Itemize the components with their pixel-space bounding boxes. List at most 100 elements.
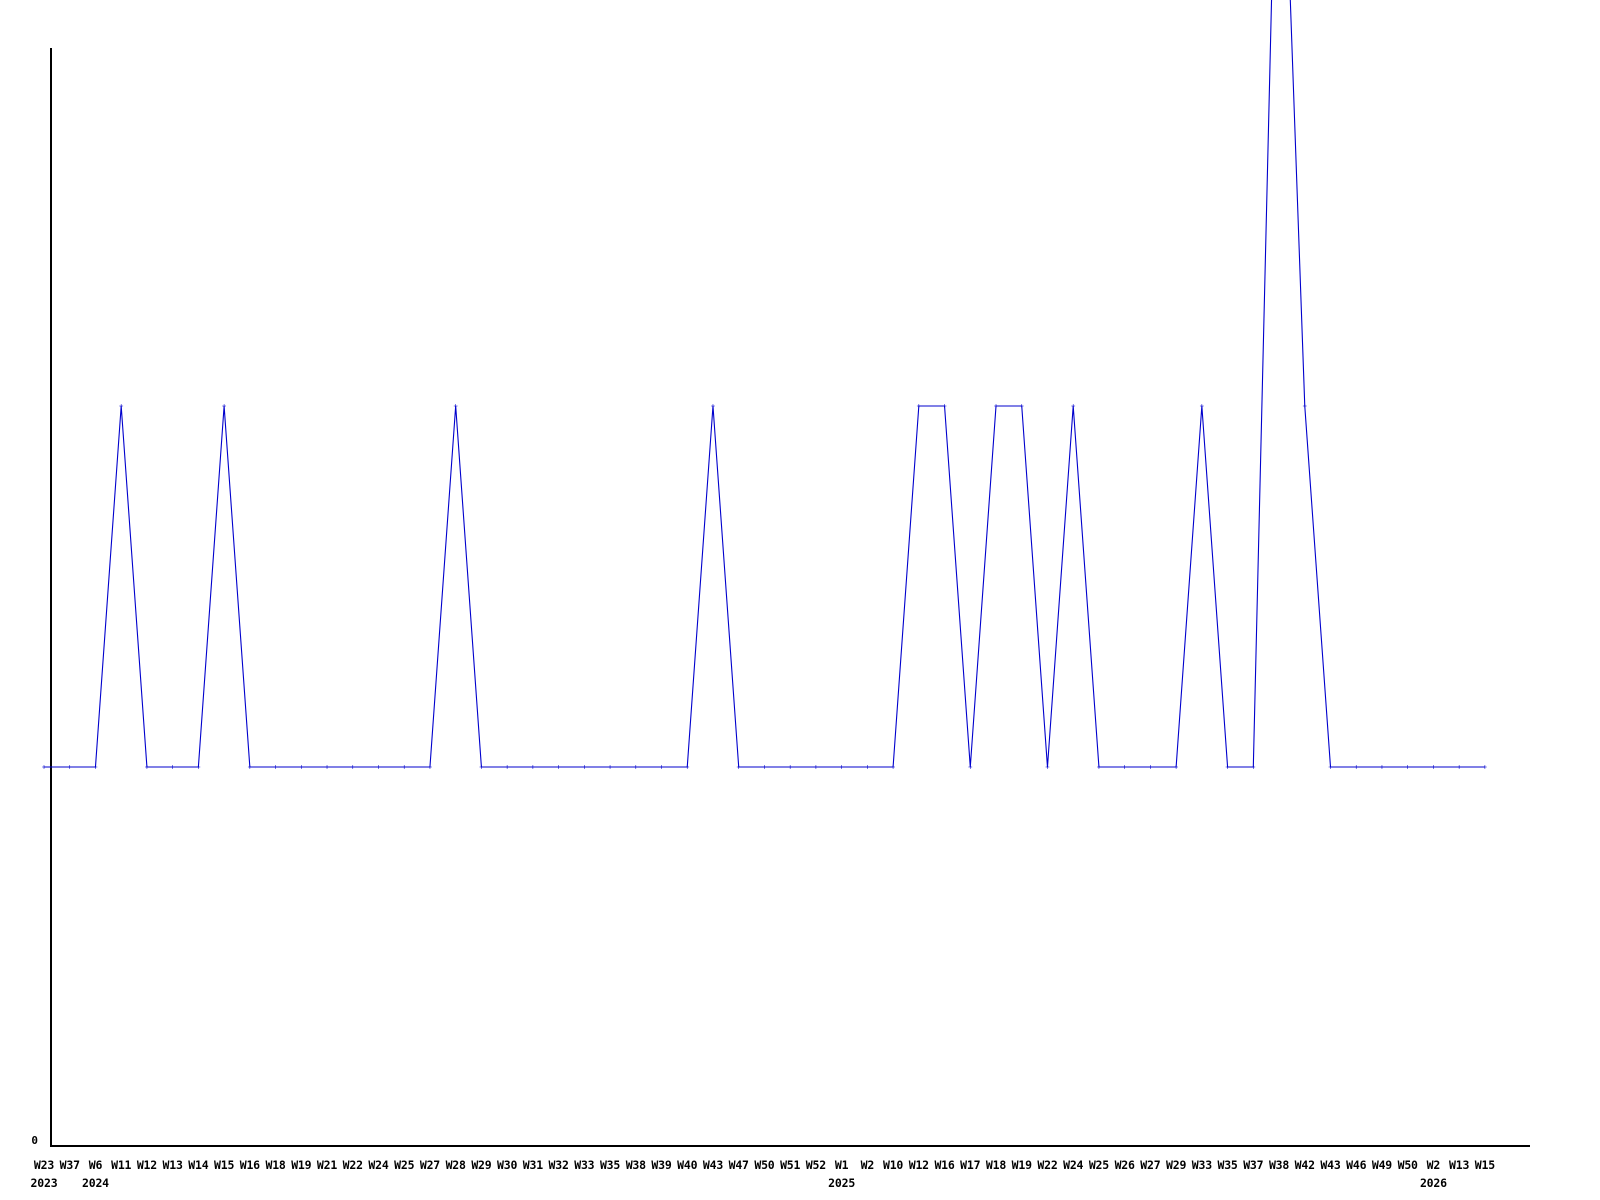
x-axis-tick-label: W46 [1346, 1158, 1367, 1172]
x-axis-tick-label: W32 [548, 1158, 569, 1172]
data-point-marker [479, 765, 484, 769]
x-axis-tick-label: W52 [805, 1158, 826, 1172]
data-point-marker [968, 765, 973, 769]
x-axis-tick-label: W1 [834, 1158, 849, 1172]
x-axis-tick-label: W27 [1140, 1158, 1161, 1172]
x-axis-tick-label: W21 [316, 1158, 338, 1172]
data-point-marker [1354, 765, 1359, 769]
data-point-marker [1328, 765, 1333, 769]
data-series-group [42, 0, 1487, 769]
x-axis-tick-label: W13 [1449, 1158, 1470, 1172]
data-point-marker [1431, 765, 1436, 769]
x-axis-tick-label: W22 [342, 1158, 363, 1172]
data-point-marker [350, 765, 355, 769]
x-axis-tick-label: W10 [882, 1158, 904, 1172]
data-point-marker [685, 765, 690, 769]
data-point-marker [1225, 765, 1230, 769]
data-point-marker [1019, 404, 1024, 408]
data-point-marker [247, 765, 252, 769]
data-point-marker [42, 765, 46, 769]
x-axis-year-label: 2024 [82, 1176, 109, 1190]
x-axis-tick-label: W12 [908, 1158, 929, 1172]
x-axis-tick-label: W2 [860, 1158, 875, 1172]
x-axis-tick-label: W29 [471, 1158, 492, 1172]
x-axis-tick-label: W18 [265, 1158, 286, 1172]
x-axis-tick-label: W38 [625, 1158, 646, 1172]
data-point-marker [788, 765, 793, 769]
x-axis-tick-label: W16 [239, 1158, 260, 1172]
data-point-marker [582, 765, 587, 769]
x-axis-tick-label: W37 [1243, 1158, 1264, 1172]
x-axis-tick-label: W28 [445, 1158, 466, 1172]
x-axis-tick-label: W43 [702, 1158, 724, 1172]
data-point-marker [659, 765, 664, 769]
data-point-marker [916, 404, 921, 408]
x-axis-tick-label: W11 [111, 1158, 132, 1172]
x-axis-tick-label: W16 [934, 1158, 955, 1172]
data-point-marker [1482, 765, 1487, 769]
data-point-marker [891, 765, 895, 769]
data-point-marker [556, 765, 561, 769]
x-axis-tick-label: W30 [497, 1158, 518, 1172]
data-point-marker [530, 765, 535, 769]
x-axis-tick-label: W25 [394, 1158, 415, 1172]
x-axis-tick-label: W47 [728, 1158, 749, 1172]
x-axis-year-label: 2026 [1419, 1176, 1447, 1190]
data-point-marker [1302, 404, 1307, 408]
data-point-marker [376, 765, 381, 769]
x-axis-year-label: 2023 [30, 1176, 58, 1190]
x-axis-year-label: 2025 [828, 1176, 856, 1190]
data-point-marker [1174, 765, 1179, 769]
y-axis-tick-label: 0 [31, 1134, 38, 1147]
data-point-marker [273, 765, 278, 769]
x-axis-tick-label: W33 [1191, 1158, 1212, 1172]
x-axis-tick-label: W19 [1011, 1158, 1032, 1172]
x-axis-tick-label: W23 [33, 1158, 55, 1172]
data-point-marker [711, 404, 715, 408]
x-axis-tick-label: W26 [1114, 1158, 1135, 1172]
data-point-marker [1380, 765, 1384, 769]
x-axis-tick-label: W43 [1320, 1158, 1341, 1172]
data-point-marker [633, 765, 638, 769]
x-axis-tick-label: W39 [651, 1158, 672, 1172]
x-axis-tick-label: W38 [1268, 1158, 1290, 1172]
x-axis-tick-label: W35 [1217, 1158, 1238, 1172]
x-axis-tick-label: W2 [1426, 1158, 1441, 1172]
data-point-marker [453, 404, 458, 408]
data-point-marker [814, 765, 818, 769]
x-axis-tick-label: W42 [1294, 1158, 1315, 1172]
x-axis-tick-label: W18 [985, 1158, 1007, 1172]
x-axis-tick-label: W19 [291, 1158, 312, 1172]
x-axis-tick-label: W29 [1166, 1158, 1187, 1172]
data-point-marker [93, 765, 98, 769]
data-point-marker [1251, 765, 1256, 769]
x-axis-tick-label: W49 [1371, 1158, 1393, 1172]
data-point-marker [865, 765, 870, 769]
x-axis-tick-label: W6 [88, 1158, 103, 1172]
data-point-marker [1122, 765, 1127, 769]
x-axis-tick-label: W13 [162, 1158, 183, 1172]
data-point-marker [402, 765, 407, 769]
data-point-marker [1045, 765, 1050, 769]
data-point-marker [428, 765, 432, 769]
x-axis-tick-label: W51 [780, 1158, 801, 1172]
x-axis-tick-label: W22 [1037, 1158, 1058, 1172]
data-point-marker [1071, 404, 1076, 408]
x-axis-tick-label: W17 [960, 1158, 981, 1172]
x-axis-tick-label: W14 [188, 1158, 209, 1172]
x-axis-tick-label: W24 [1063, 1158, 1084, 1172]
data-point-marker [762, 765, 767, 769]
axis-lines [50, 48, 1530, 1147]
x-axis-tick-label: W40 [677, 1158, 698, 1172]
x-axis-tick-label: W25 [1088, 1158, 1109, 1172]
x-axis-tick-label: W50 [1397, 1158, 1418, 1172]
x-axis-tick-label: W27 [419, 1158, 441, 1172]
x-axis-tick-label: W37 [59, 1158, 80, 1172]
x-axis-tick-label: W12 [136, 1158, 157, 1172]
data-point-marker [299, 765, 304, 769]
data-point-marker [170, 765, 175, 769]
x-axis-tick-label: W15 [1474, 1158, 1495, 1172]
axes-group [50, 48, 1530, 1147]
data-point-marker [736, 765, 741, 769]
